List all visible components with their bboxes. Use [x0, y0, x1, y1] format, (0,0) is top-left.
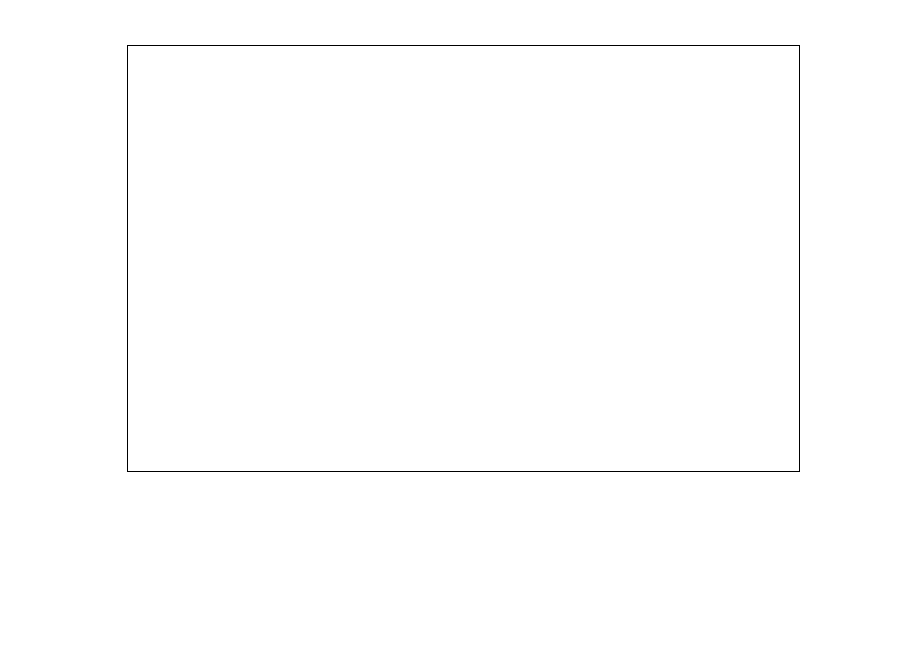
object-class-label — [133, 534, 148, 558]
plot-frame — [127, 45, 800, 472]
